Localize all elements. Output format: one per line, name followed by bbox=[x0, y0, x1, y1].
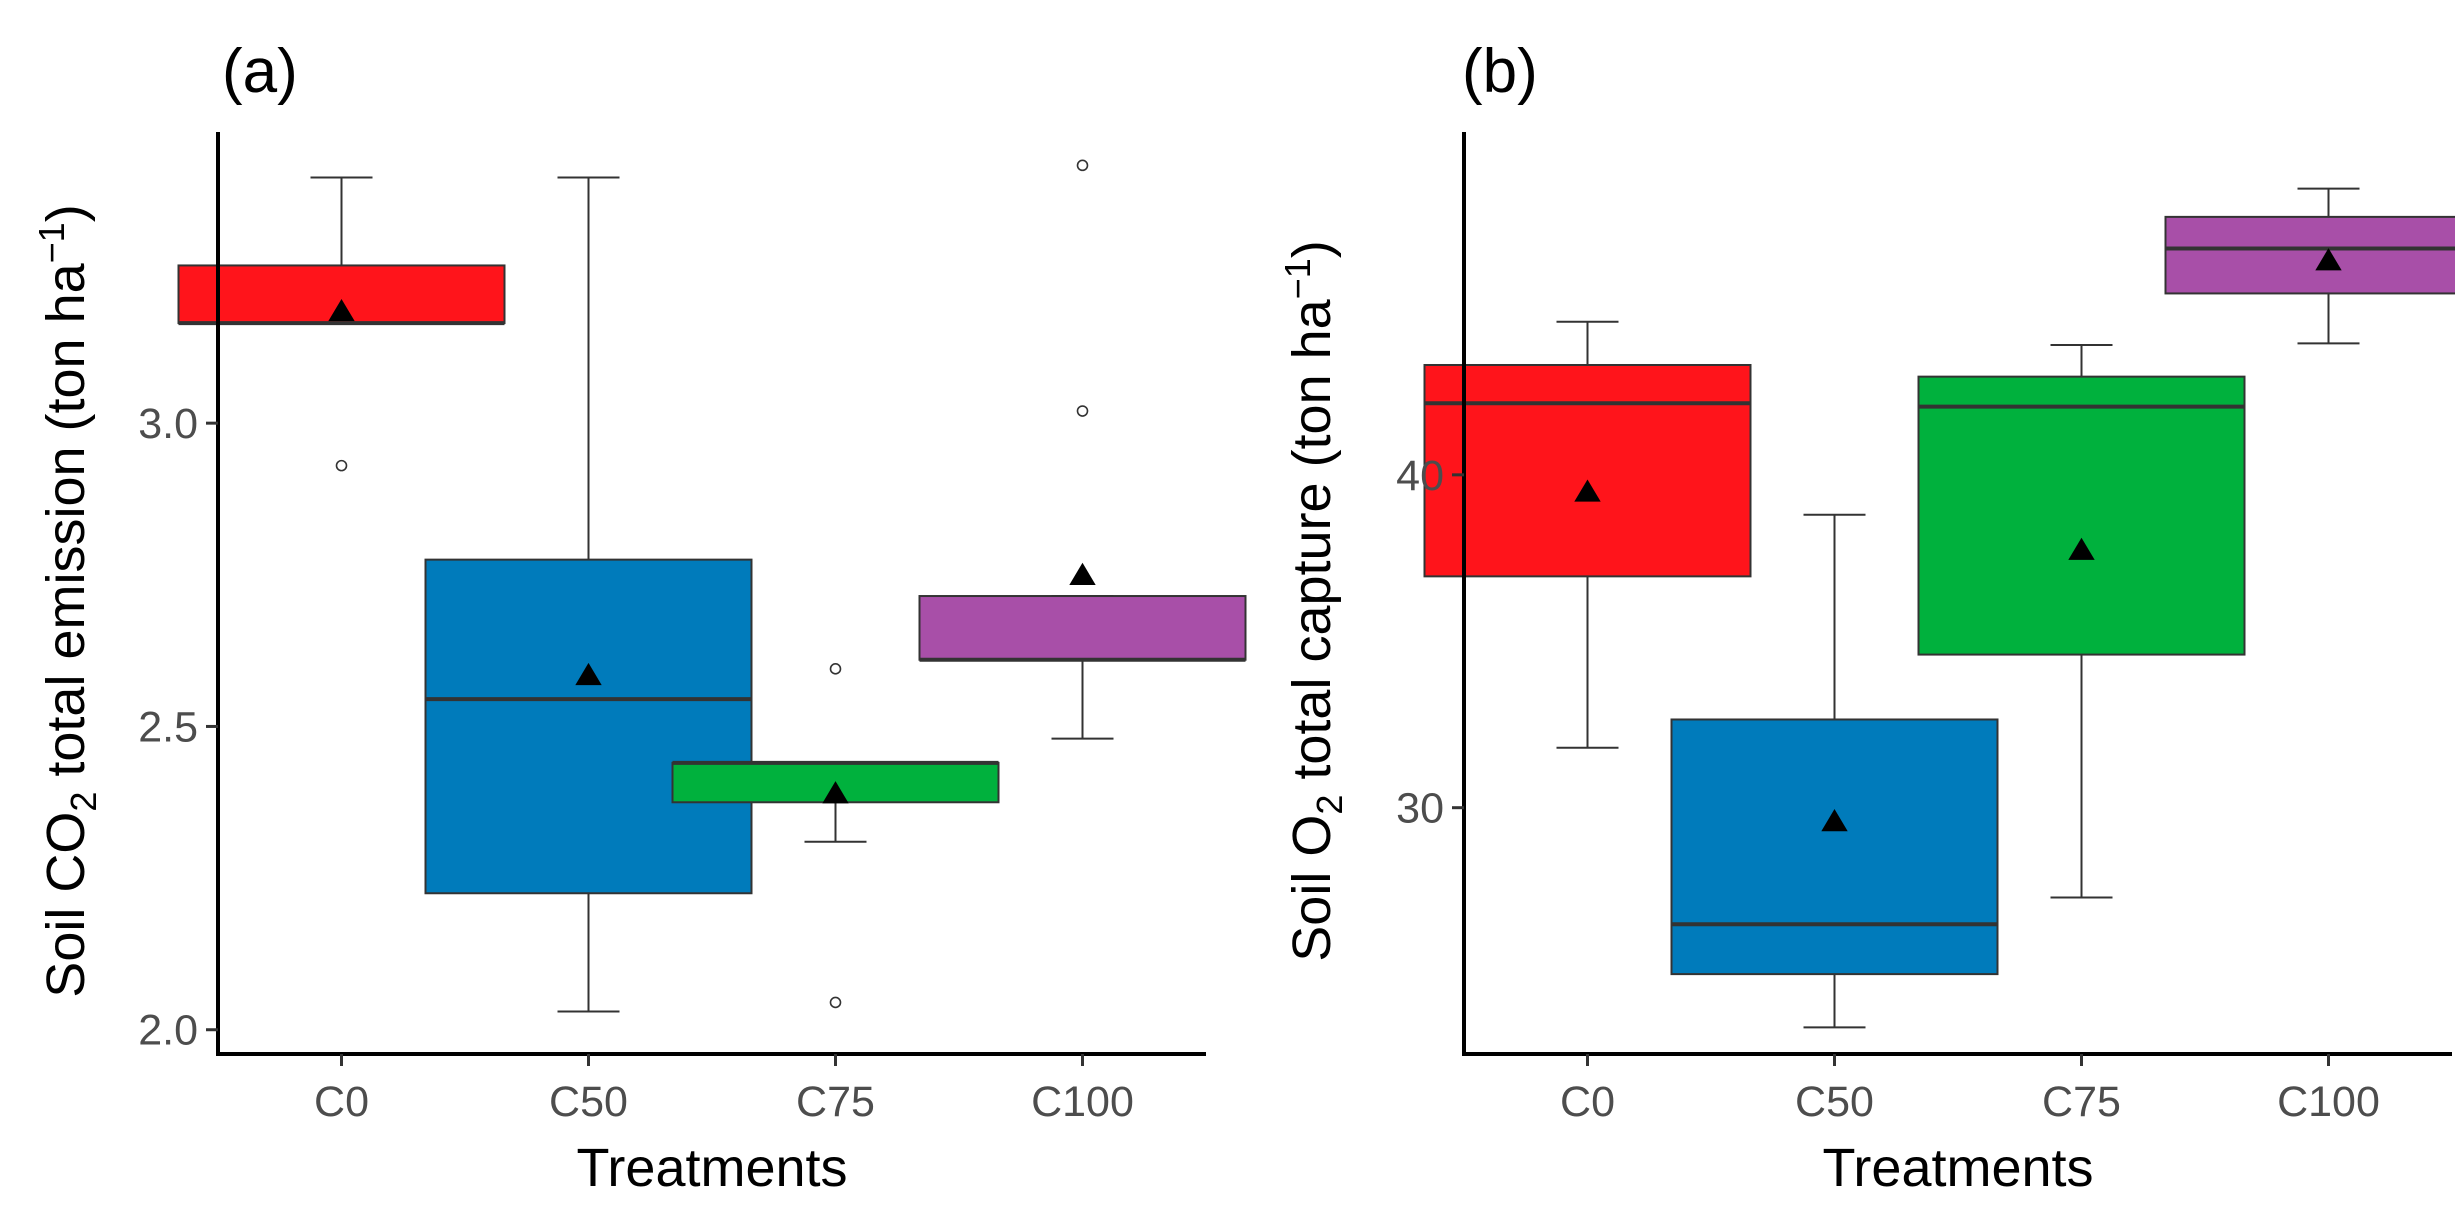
mean-marker bbox=[1069, 562, 1096, 586]
x-tick-label: C0 bbox=[1560, 1078, 1615, 1126]
mean-marker bbox=[822, 781, 849, 804]
panel-label: (a) bbox=[222, 37, 298, 106]
outlier-point bbox=[829, 663, 842, 675]
y-axis-title-part: ) bbox=[36, 204, 96, 222]
box-body bbox=[424, 558, 753, 895]
mean-marker bbox=[2068, 537, 2095, 560]
box-c75 bbox=[1917, 344, 2246, 899]
outlier-point bbox=[829, 996, 842, 1009]
y-axis-title-part: Soil O bbox=[1282, 815, 1342, 962]
x-axis-title: Treatments bbox=[576, 1138, 847, 1198]
mean-marker bbox=[1574, 479, 1601, 502]
box-body bbox=[2164, 215, 2455, 295]
y-axis-title-part: −1 bbox=[31, 222, 72, 263]
y-axis-title-part: Soil CO bbox=[36, 812, 96, 998]
x-tick-label: C50 bbox=[549, 1078, 628, 1126]
outlier-point bbox=[1076, 159, 1089, 172]
panel-b: (b) 30 40 C0 C50 C75 C100 Treatments Soil O2 tot… bbox=[1277, 37, 2455, 1198]
y-axis-title: Soil O2 total capture (ton ha−1) bbox=[1277, 240, 1350, 961]
panel-label: (b) bbox=[1462, 37, 1538, 106]
y-tick-label: 2.5 bbox=[138, 703, 198, 751]
y-axis-title-part: 2 bbox=[63, 792, 104, 812]
x-axis-title: Treatments bbox=[1822, 1138, 2093, 1198]
x-tick-label: C75 bbox=[2042, 1078, 2121, 1126]
outlier-point bbox=[335, 459, 348, 472]
y-axis-title-part: total emission (ton ha bbox=[36, 262, 96, 791]
x-tick-label: C50 bbox=[1795, 1078, 1874, 1126]
box-c100 bbox=[918, 159, 1247, 740]
box-body bbox=[1423, 363, 1752, 578]
mean-marker bbox=[575, 662, 602, 686]
y-tick-label: 2.0 bbox=[138, 1007, 198, 1055]
box-c0 bbox=[1423, 320, 1752, 749]
y-axis-title-part: −1 bbox=[1277, 258, 1318, 299]
x-tick-label: C0 bbox=[314, 1078, 369, 1126]
y-tick-label: 3.0 bbox=[138, 400, 198, 448]
box-c100 bbox=[2164, 187, 2455, 345]
box-c0 bbox=[177, 176, 506, 472]
y-axis-title: Soil CO2 total emission (ton ha−1) bbox=[31, 204, 104, 997]
box-c75 bbox=[671, 663, 1000, 1009]
box-body bbox=[1670, 718, 1999, 976]
y-axis-title-part: total capture (ton ha bbox=[1282, 298, 1342, 794]
panel-a: (a) 2.0 2.5 3.0 C0 C50 C75 C100 Treatments Soil C… bbox=[31, 37, 1247, 1198]
box-body bbox=[1917, 375, 2246, 656]
y-tick-label: 30 bbox=[1396, 785, 1444, 833]
y-axis-title-part: ) bbox=[1282, 240, 1342, 258]
box-c50 bbox=[1670, 513, 1999, 1029]
box-body bbox=[918, 595, 1247, 661]
x-tick-label: C75 bbox=[796, 1078, 875, 1126]
x-tick-label: C100 bbox=[1031, 1078, 1134, 1126]
mean-marker bbox=[328, 298, 355, 322]
y-axis-title-part: 2 bbox=[1309, 795, 1350, 815]
mean-marker bbox=[2315, 248, 2342, 271]
y-tick-label: 40 bbox=[1396, 452, 1444, 500]
outlier-point bbox=[1076, 405, 1089, 417]
mean-marker bbox=[1821, 809, 1848, 832]
x-tick-label: C100 bbox=[2277, 1078, 2380, 1126]
box-c50 bbox=[424, 176, 753, 1013]
